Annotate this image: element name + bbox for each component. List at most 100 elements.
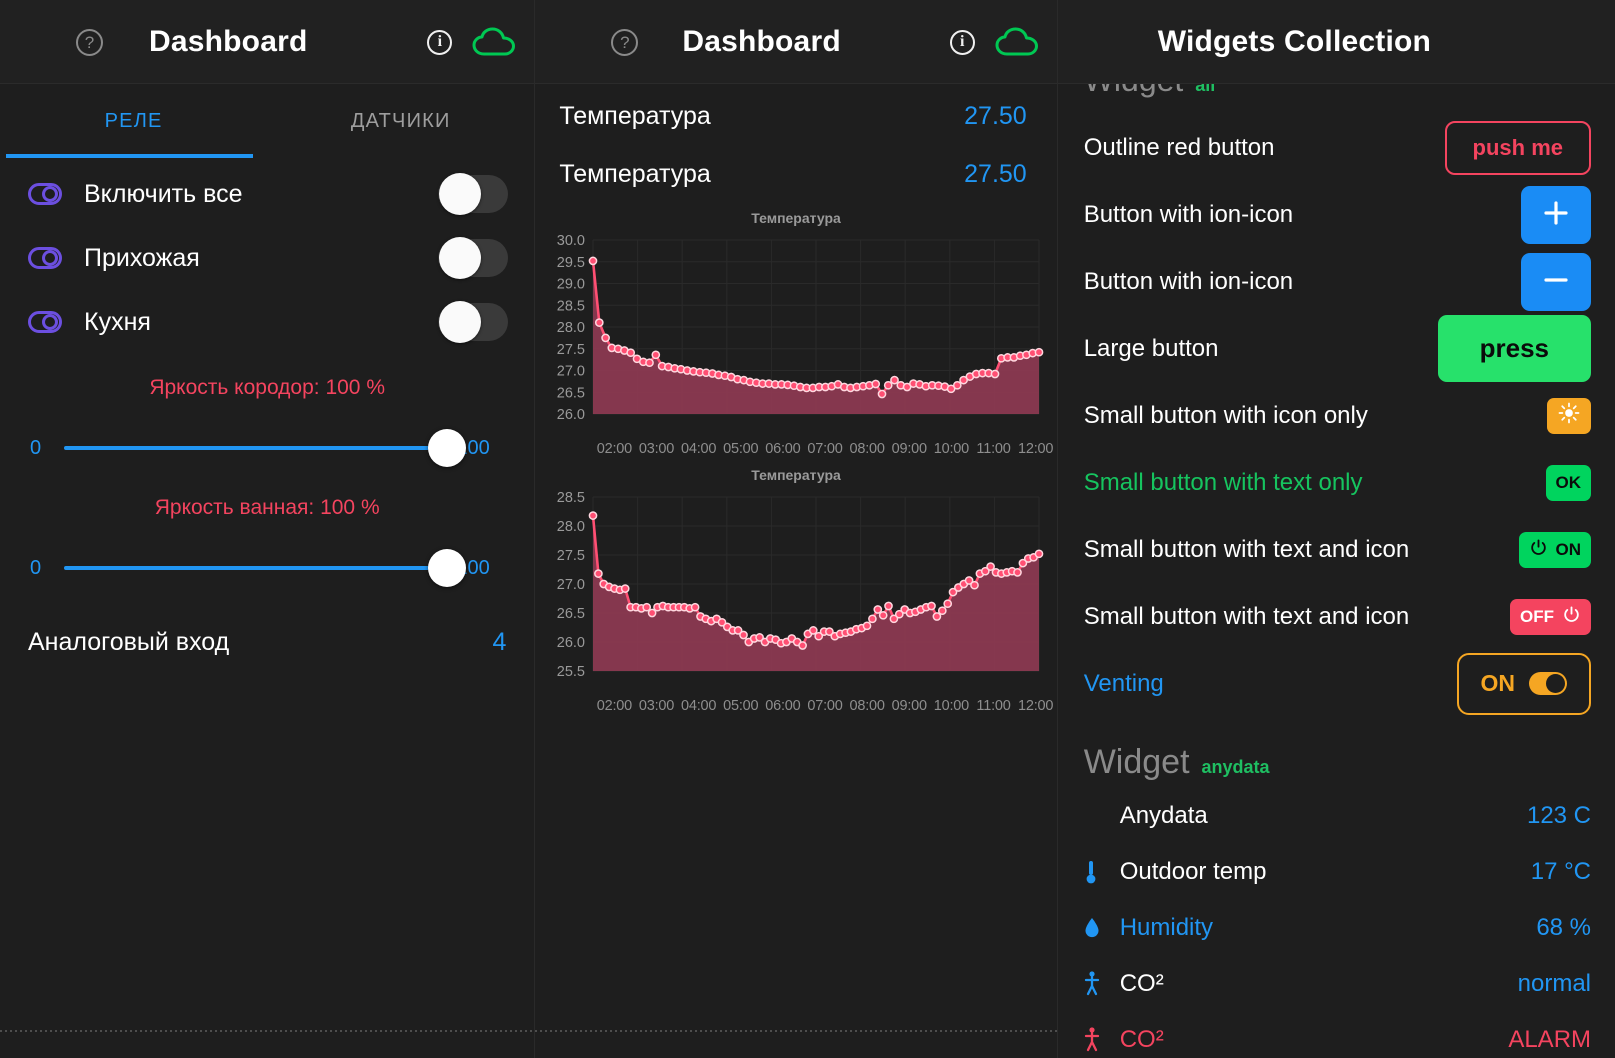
- minus-button[interactable]: [1521, 252, 1592, 311]
- widget-row-ion-plus: Button with ion-icon: [1058, 181, 1615, 248]
- push-me-button[interactable]: push me: [1444, 120, 1592, 175]
- svg-text:26.0: 26.0: [557, 407, 585, 423]
- chart-svg: 26.0 26.5 27.0 27.5 28.0 28.5 29.0 29.5 30.0: [557, 233, 1044, 423]
- slider-track[interactable]: [64, 429, 467, 467]
- info-circle-icon[interactable]: i: [949, 29, 975, 55]
- relay-switch[interactable]: [438, 301, 509, 343]
- chart-plot-area[interactable]: 26.0 26.5 27.0 27.5 28.0 28.5 29.0 29.5 30.0: [535, 232, 1056, 437]
- x-tick-label: 08:00: [849, 441, 885, 457]
- ok-button[interactable]: OK: [1545, 464, 1592, 501]
- section-subtitle: anydata: [1201, 757, 1270, 777]
- tab-relays[interactable]: РЕЛЕ: [104, 109, 163, 132]
- data-row-label: CO²: [1119, 970, 1164, 997]
- page-title: Dashboard: [682, 25, 841, 58]
- widget-row-small-text: Small button with text only OK: [1058, 449, 1615, 516]
- svg-text:27.0: 27.0: [557, 577, 585, 593]
- slider-knob[interactable]: [428, 429, 467, 467]
- relay-row[interactable]: Прихожая: [0, 230, 534, 286]
- relay-label: Включить все: [84, 179, 243, 208]
- slider-track[interactable]: [64, 549, 467, 587]
- hamburger-icon[interactable]: [553, 31, 583, 53]
- brightness-slider-corridor[interactable]: 0 100: [0, 426, 534, 470]
- data-row-value: 68 %: [1536, 914, 1592, 941]
- data-row-humidity: Humidity 68 %: [1058, 900, 1615, 956]
- power-off-label: OFF: [1520, 606, 1555, 626]
- right-topbar: Widgets Collection: [1057, 0, 1615, 84]
- hamburger-icon[interactable]: [1076, 31, 1106, 53]
- svg-text:28.0: 28.0: [557, 320, 585, 336]
- power-icon: [1562, 605, 1581, 629]
- relay-label: Прихожая: [84, 243, 200, 272]
- slider-knob[interactable]: [428, 549, 467, 587]
- sun-button[interactable]: [1547, 397, 1592, 434]
- x-tick-label: 03:00: [638, 441, 675, 457]
- x-tick-label: 11:00: [976, 698, 1011, 714]
- section-title: Widget: [1083, 743, 1190, 781]
- chart-temperature-1: Температура 26.0 26.5 27.0 27.5 28.0 28.5 29.0…: [535, 210, 1056, 457]
- reading-row: Температура 27.50: [535, 90, 1056, 142]
- venting-toggle-button[interactable]: ON: [1456, 652, 1592, 715]
- x-tick-label: 09:00: [891, 441, 927, 457]
- droplet-icon: [1084, 917, 1120, 939]
- data-row-outdoor-temp: Outdoor temp 17 °C: [1058, 844, 1615, 900]
- svg-text:26.5: 26.5: [557, 385, 585, 401]
- relay-row[interactable]: Включить все: [0, 166, 534, 222]
- plus-button[interactable]: [1521, 185, 1592, 244]
- minus-icon: [1541, 265, 1571, 298]
- relay-switch[interactable]: [438, 173, 509, 215]
- cloud-icon[interactable]: [995, 27, 1039, 57]
- brightness-slider-bathroom[interactable]: 0 100: [0, 546, 534, 590]
- svg-text:27.5: 27.5: [557, 548, 585, 564]
- svg-text:30.0: 30.0: [557, 233, 585, 249]
- switch-knob: [439, 237, 482, 279]
- power-off-button[interactable]: OFF: [1510, 598, 1592, 635]
- x-tick-label: 08:00: [849, 698, 885, 714]
- widget-row-label: Button with ion-icon: [1083, 200, 1294, 228]
- cloud-icon[interactable]: [472, 27, 516, 57]
- power-icon: [1529, 538, 1548, 562]
- svg-text:27.0: 27.0: [557, 364, 585, 380]
- widget-row-label: Small button with text only: [1083, 468, 1363, 496]
- x-tick-label: 10:00: [933, 698, 970, 714]
- widget-row-ion-minus: Button with ion-icon: [1058, 248, 1615, 315]
- bottom-divider: [535, 1030, 1057, 1032]
- help-circle-icon[interactable]: ?: [611, 28, 639, 56]
- svg-text:29.0: 29.0: [557, 277, 585, 293]
- tab-sensors[interactable]: ДАТЧИКИ: [350, 109, 451, 132]
- x-tick-label: 04:00: [681, 698, 717, 714]
- widget-row-power-on: Small button with text and icon ON: [1058, 516, 1615, 583]
- data-row-label: Anydata: [1119, 802, 1208, 829]
- svg-text:27.5: 27.5: [557, 342, 585, 358]
- power-on-button[interactable]: ON: [1518, 531, 1592, 568]
- info-circle-icon[interactable]: i: [427, 29, 453, 55]
- chart-x-axis: 02:00 03:00 04:00 05:00 06:00 07:00 08:00 09:00…: [535, 441, 1056, 457]
- x-tick-label: 11:00: [976, 441, 1011, 457]
- mid-topbar: ? Dashboard i: [535, 0, 1057, 84]
- tab-active-indicator: [6, 154, 253, 158]
- thermometer-icon: [1084, 859, 1120, 885]
- toggle-on-icon: [1529, 672, 1568, 695]
- help-circle-icon[interactable]: ?: [76, 28, 103, 56]
- svg-text:29.5: 29.5: [557, 255, 585, 271]
- slider-title: Яркость кородор: 100 %: [149, 376, 385, 399]
- chart-title: Температура: [751, 467, 841, 483]
- svg-text:26.0: 26.0: [557, 635, 585, 651]
- x-tick-label: 03:00: [638, 698, 675, 714]
- widget-row-label: Outline red button: [1083, 133, 1275, 161]
- relay-row[interactable]: Кухня: [0, 294, 534, 350]
- analog-input-value: 4: [492, 627, 507, 656]
- hamburger-icon[interactable]: [18, 31, 48, 53]
- relay-label: Кухня: [84, 307, 151, 336]
- widget-row-outline-red: Outline red button push me: [1058, 114, 1615, 181]
- analog-input-label: Аналоговый вход: [28, 627, 230, 656]
- data-row-label: CO²: [1119, 1026, 1164, 1053]
- widget-row-power-off: Small button with text and icon OFF: [1058, 583, 1615, 650]
- relay-switch[interactable]: [438, 237, 509, 279]
- widget-row-label: Button with ion-icon: [1083, 267, 1294, 295]
- panel-widgets-collection: Widgets Collection Widget all Outline re…: [1057, 0, 1615, 1058]
- chart-plot-area[interactable]: 25.5 26.0 26.5 27.0 27.5 28.0 28.5: [535, 489, 1056, 694]
- toggle-switch-icon: [28, 247, 62, 269]
- press-button[interactable]: press: [1437, 315, 1592, 382]
- panel-divider: [1056, 0, 1058, 1058]
- clipped-section-title: Widget: [1084, 84, 1184, 99]
